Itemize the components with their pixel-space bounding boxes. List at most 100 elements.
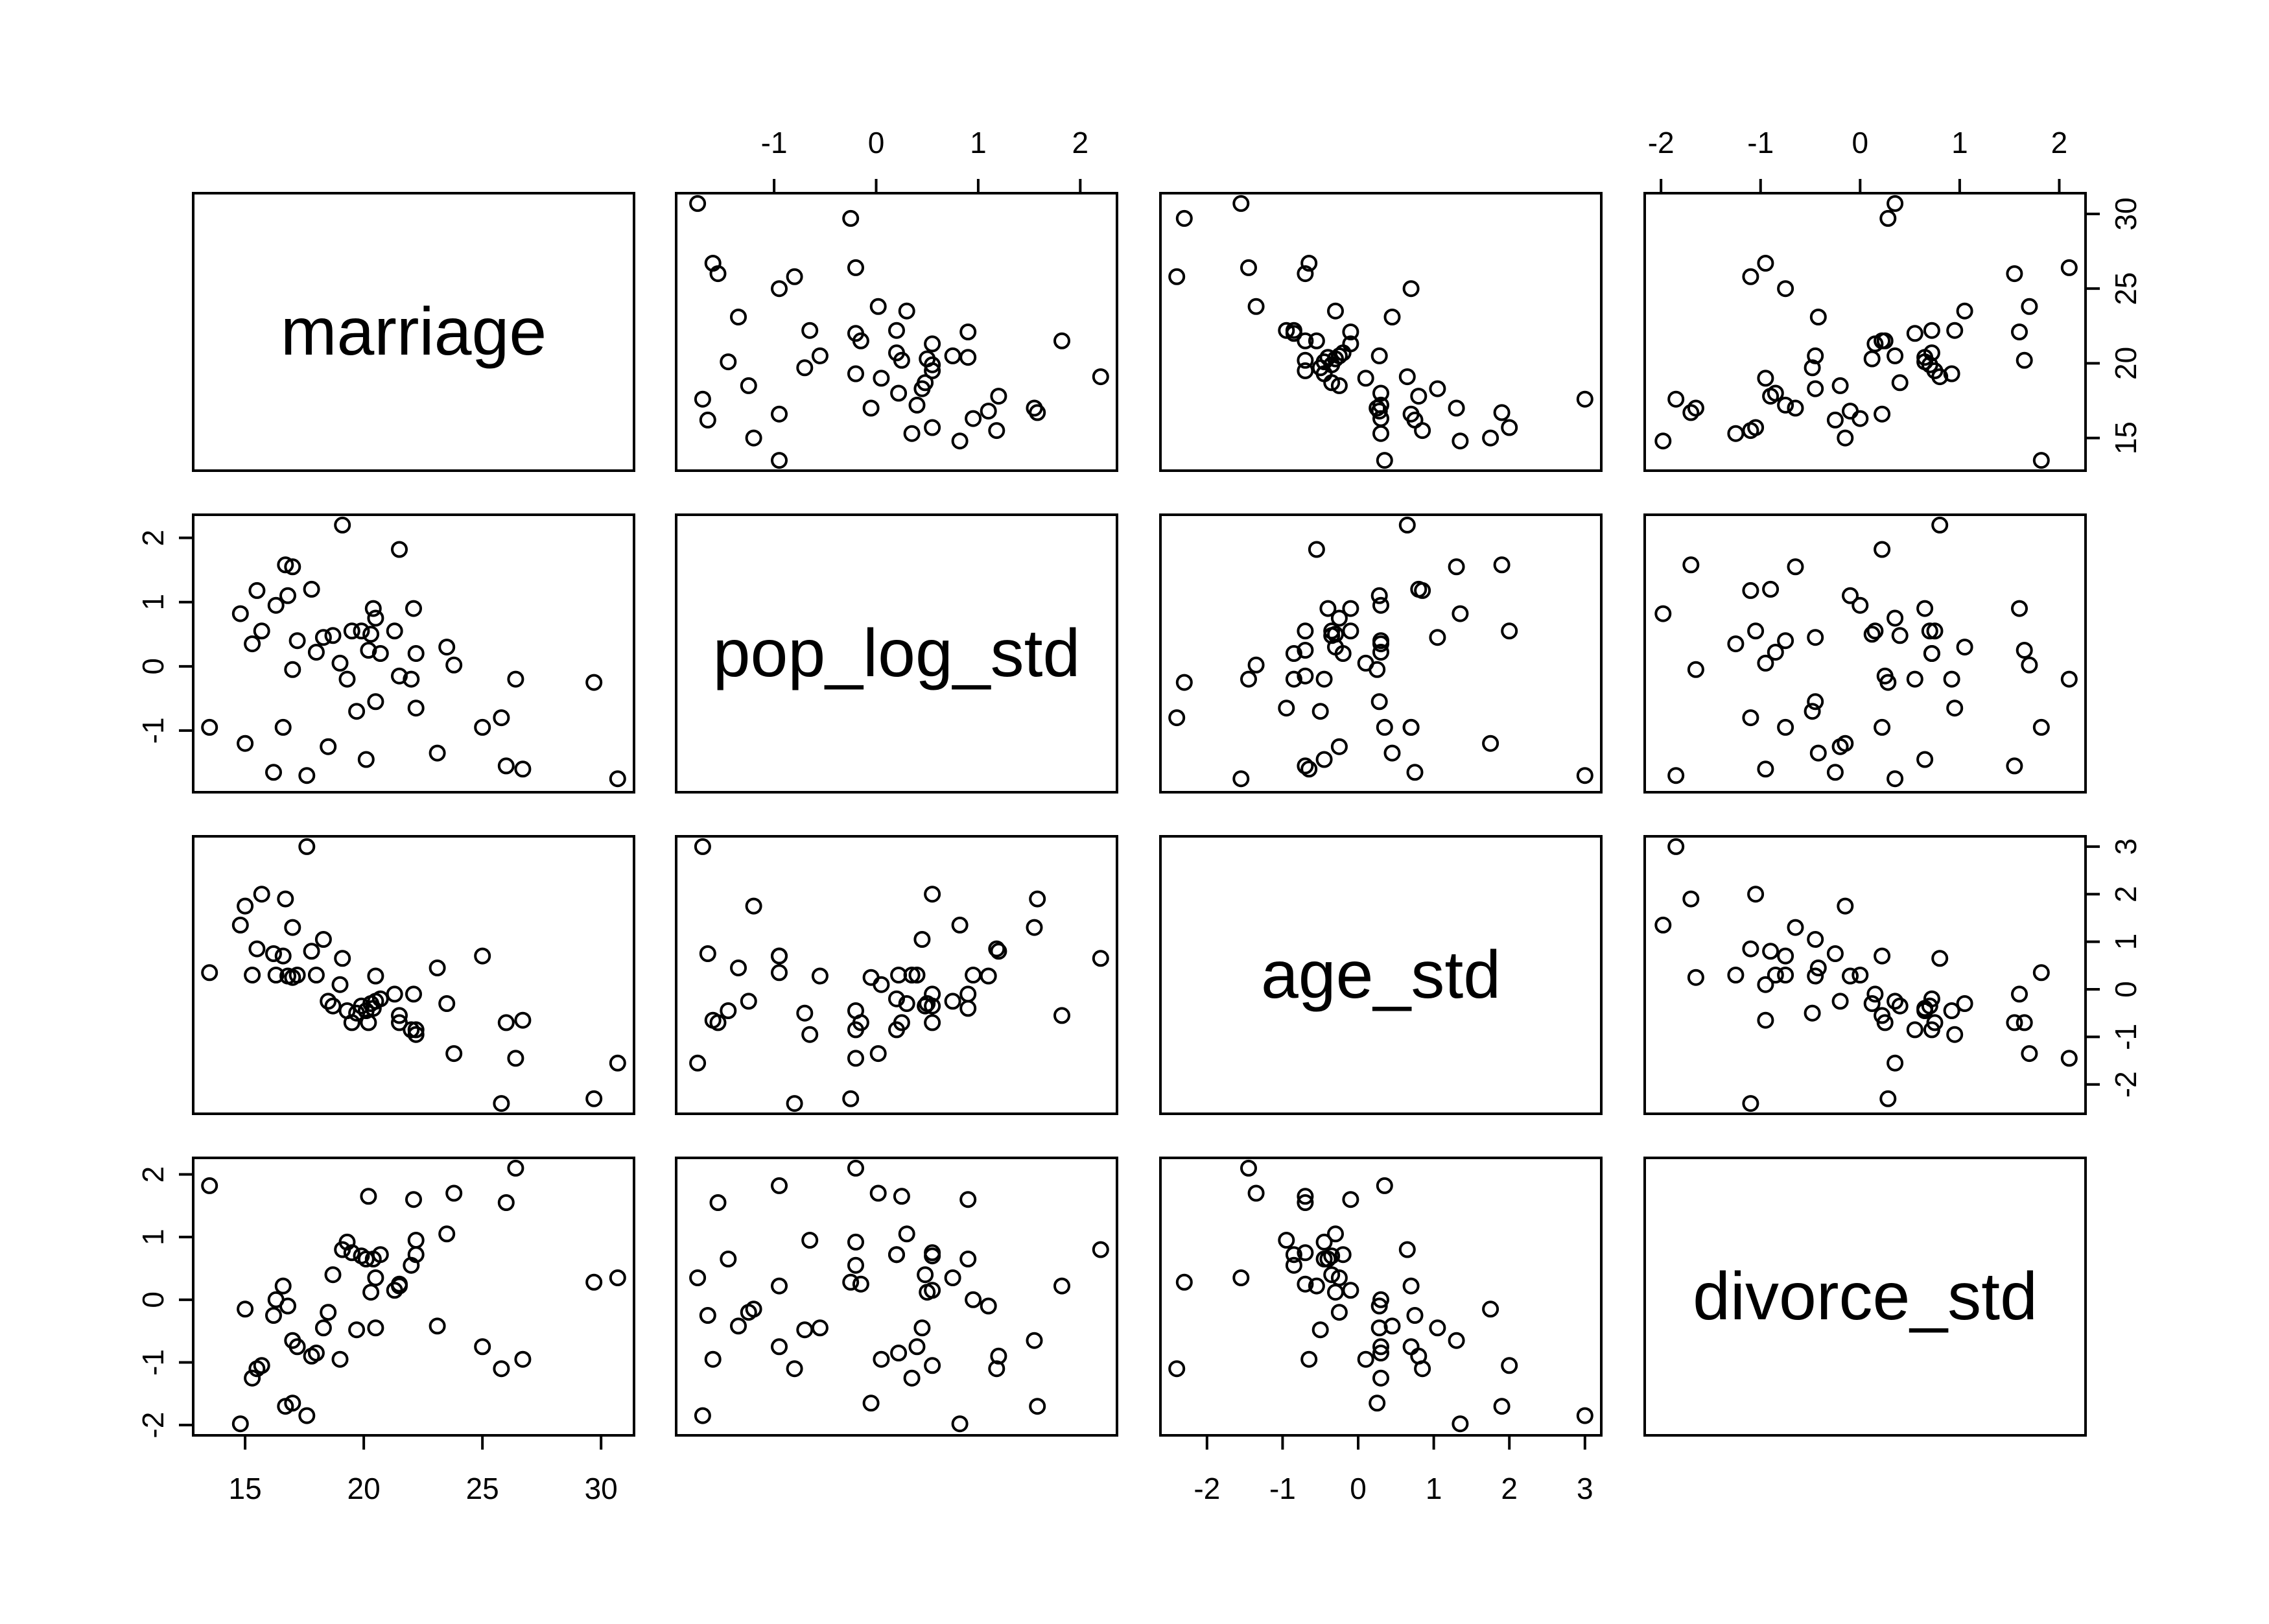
axes: -1 0 1 2 -2 -1 0 1 215 20 25 30 -2 -1 0 1 2 3-1012-2-1012…	[136, 126, 2143, 1505]
data-point	[1482, 735, 1499, 752]
data-point	[1402, 1338, 1420, 1356]
data-point	[274, 718, 292, 736]
data-point	[1398, 516, 1416, 534]
data-point	[1842, 967, 1859, 985]
data-point	[1092, 950, 1109, 967]
tick-label: 0	[868, 126, 885, 159]
data-point	[267, 967, 285, 983]
data-point	[694, 838, 711, 855]
data-point	[1887, 347, 1904, 364]
data-point	[1308, 332, 1325, 349]
data-point	[811, 347, 829, 364]
data-point	[514, 1350, 532, 1368]
tick-label: 2	[2109, 886, 2143, 902]
data-point	[367, 967, 384, 985]
data-point	[908, 396, 926, 414]
data-point	[771, 405, 788, 423]
data-point	[1053, 1277, 1070, 1295]
data-point	[699, 1307, 716, 1324]
data-point	[1757, 654, 1774, 672]
data-point	[1452, 432, 1469, 450]
data-point	[924, 1357, 941, 1374]
tick-label: 25	[466, 1472, 499, 1505]
data-point	[1357, 370, 1374, 387]
data-point	[343, 1244, 360, 1262]
data-point	[1240, 1159, 1257, 1177]
tick-label: -1	[136, 1349, 170, 1376]
panel-pop_log_std-vs-marriage	[192, 513, 635, 794]
data-point	[771, 1338, 788, 1356]
data-point	[403, 1021, 420, 1039]
data-point	[303, 943, 320, 960]
data-point	[869, 298, 887, 315]
data-point	[288, 632, 306, 650]
panel-marriage-vs-age_std	[1159, 192, 1603, 472]
data-point	[1866, 985, 1884, 1003]
points-marriage-vs-pop_log_std	[689, 194, 1109, 469]
data-point	[1682, 890, 1700, 908]
data-point	[965, 967, 982, 983]
data-point	[284, 661, 301, 678]
data-point	[988, 422, 1005, 440]
data-point	[1342, 622, 1359, 640]
data-point	[391, 667, 408, 685]
data-point	[438, 995, 456, 1012]
data-point	[1029, 890, 1046, 908]
data-point	[391, 1014, 408, 1031]
data-point	[1300, 255, 1318, 272]
data-point	[908, 967, 926, 983]
data-point	[990, 943, 1007, 960]
data-point	[1297, 362, 1314, 379]
data-point	[786, 268, 803, 285]
data-point	[924, 1282, 941, 1299]
data-point	[360, 1014, 377, 1031]
data-point	[348, 1321, 366, 1339]
data-point	[407, 1232, 425, 1249]
data-point	[1092, 1241, 1109, 1258]
tick-label: 0	[2109, 981, 2143, 998]
data-point	[391, 1007, 408, 1024]
data-point	[847, 1233, 864, 1251]
data-point	[445, 1184, 463, 1202]
data-point	[237, 1300, 254, 1318]
data-point	[913, 1319, 931, 1337]
data-point	[1448, 558, 1465, 576]
data-point	[284, 558, 301, 576]
data-point	[360, 1188, 377, 1205]
data-point	[888, 344, 905, 362]
data-point	[888, 990, 905, 1007]
data-point	[1330, 1304, 1348, 1321]
data-point	[1175, 1273, 1193, 1291]
data-point	[265, 764, 282, 781]
data-point	[1308, 1277, 1325, 1295]
data-point	[1372, 644, 1389, 661]
data-point	[1452, 605, 1469, 622]
data-point	[890, 967, 908, 983]
data-point	[811, 1319, 829, 1337]
data-point	[1330, 377, 1348, 394]
data-point	[720, 1002, 737, 1019]
data-point	[331, 1350, 349, 1368]
data-point	[1667, 390, 1685, 408]
data-point	[1921, 622, 1938, 640]
data-point	[343, 622, 360, 640]
data-point	[331, 976, 349, 993]
data-point	[903, 1369, 921, 1387]
tick-label: 25	[2109, 272, 2143, 305]
data-point	[1654, 916, 1672, 934]
bottom-axis-marriage: 15 20 25 30	[229, 1434, 618, 1505]
data-point	[1297, 1188, 1314, 1205]
data-point	[1879, 1090, 1897, 1107]
data-point	[1342, 324, 1359, 340]
data-point	[1493, 556, 1511, 574]
data-point	[1429, 380, 1446, 397]
right-axis-age_std: -2 -1 0 1 2 3	[2084, 838, 2143, 1098]
data-point	[1315, 1233, 1333, 1251]
tick-label: 15	[2109, 421, 2143, 454]
data-point	[694, 1407, 711, 1424]
panel-age_std-vs-age_std	[1159, 835, 1603, 1115]
variable-label-divorce_std: divorce_std	[1693, 1259, 2038, 1334]
data-point	[1297, 757, 1314, 775]
tick-label: 1	[136, 1229, 170, 1245]
data-point	[1278, 1232, 1295, 1249]
